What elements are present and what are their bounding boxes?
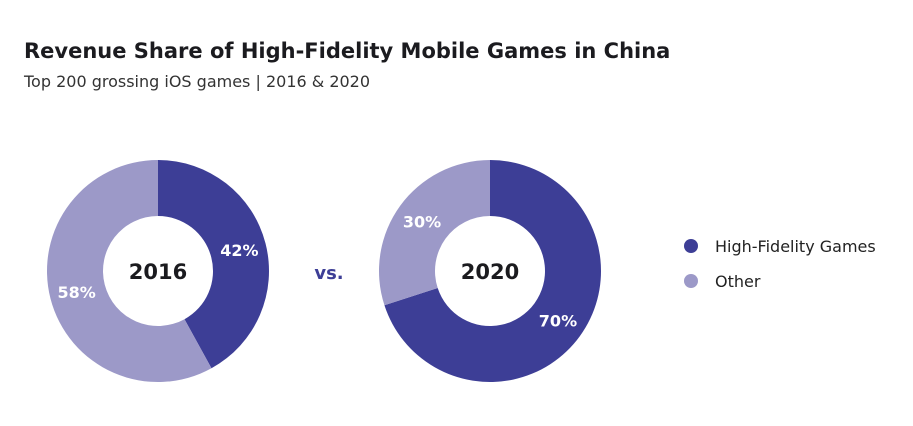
- donut-2016-slice-other: [47, 160, 212, 382]
- donut-2016-slice-high-fidelity: [158, 160, 270, 369]
- vs-label: vs.: [314, 263, 343, 284]
- chart-title: Revenue Share of High-Fidelity Mobile Ga…: [24, 39, 671, 63]
- donut-2016-slice-label-other: 58%: [57, 283, 95, 302]
- donut-2020-slice-label-high-fidelity: 70%: [539, 311, 577, 330]
- legend-item-high-fidelity: High-Fidelity Games: [684, 236, 876, 256]
- legend-label-other: Other: [715, 271, 761, 291]
- donut-2020-slice-other: [379, 160, 490, 306]
- legend-swatch-high-fidelity: [684, 239, 698, 253]
- donut-2020-slice-label-other: 30%: [403, 213, 441, 232]
- legend-label-high-fidelity: High-Fidelity Games: [715, 236, 876, 256]
- chart-subtitle: Top 200 grossing iOS games | 2016 & 2020: [24, 72, 371, 91]
- donut-2016-slice-label-high-fidelity: 42%: [220, 241, 258, 260]
- donut-2016-center-label: 2016: [129, 260, 187, 284]
- donut-2020-slice-high-fidelity: [384, 160, 602, 382]
- legend-item-other: Other: [684, 271, 876, 291]
- legend-swatch-other: [684, 274, 698, 288]
- donut-2020-center-label: 2020: [461, 260, 519, 284]
- legend: High-Fidelity Games Other: [684, 237, 876, 307]
